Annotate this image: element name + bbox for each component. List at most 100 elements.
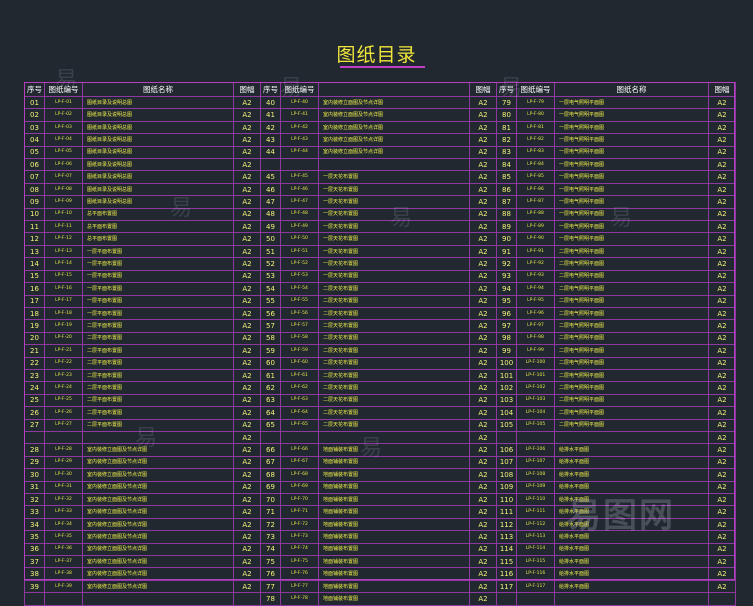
cell-code	[44, 592, 83, 606]
table-row: 16 LP-F-16 一层平面布置图 A2 54 LP-F-54 二层天花布置图 A2 94 LP…	[24, 282, 736, 296]
table-row: 14 LP-F-14 一层平面布置图 A2 52 LP-F-52 一层天花布置图 A2 92 LP…	[24, 257, 736, 271]
cell-size: A2	[708, 418, 736, 432]
cell-no: 96	[496, 306, 517, 321]
cell-no: 110	[496, 492, 517, 507]
cell-code: LP-F-104	[516, 406, 555, 420]
cell-size: A2	[469, 269, 497, 284]
cell-code: LP-F-59	[280, 344, 319, 358]
table-row: 39 LP-F-39 室内装修立面图及节点详图 A2 77 LP-F-77 地面铺装布置图 A…	[24, 579, 736, 594]
table-row: 17 LP-F-17 一层平面布置图 A2 55 LP-F-55 二层天花布置图 A2 95 LP…	[24, 294, 736, 308]
cell-size: A2	[708, 244, 736, 259]
cell-code: LP-F-51	[280, 244, 319, 259]
cell-size: A2	[708, 356, 736, 370]
cell-code	[516, 592, 555, 606]
cell-code: LP-F-24	[44, 381, 83, 395]
cell-no: 15	[24, 269, 45, 284]
cell-name: 地面铺装布置图	[318, 455, 470, 470]
cell-size: A2	[708, 480, 736, 495]
table-row: 28 LP-F-28 室内装修立面图及节点详图 A2 66 LP-F-66 地面铺装布置图 A…	[24, 443, 736, 457]
cell-no: 39	[24, 579, 45, 594]
cell-code: LP-F-40	[280, 95, 319, 110]
cell-code: LP-F-101	[516, 368, 555, 383]
table-row: 33 LP-F-33 室内装修立面图及节点详图 A2 71 LP-F-71 地面铺装布置图 A…	[24, 505, 736, 519]
cell-size: A2	[233, 579, 261, 594]
table-row: 27 LP-F-27 二层平面布置图 A2 65 LP-F-65 二层天花布置图 A2 105 L…	[24, 418, 736, 432]
cell-name: 二层电气照明平面图	[554, 331, 709, 346]
cell-no: 51	[260, 244, 281, 259]
cell-size: A2	[708, 108, 736, 122]
cell-code: LP-F-31	[44, 480, 83, 495]
cell-size: A2	[708, 406, 736, 420]
cell-code: LP-F-56	[280, 306, 319, 321]
cell-no: 59	[260, 344, 281, 358]
cell-no: 66	[260, 443, 281, 457]
cell-size: A2	[708, 492, 736, 507]
cell-no: 23	[24, 368, 45, 383]
cell-no	[24, 592, 45, 606]
cell-no: 106	[496, 443, 517, 457]
cell-no: 68	[260, 468, 281, 482]
cell-size: A2	[469, 108, 497, 122]
cell-code: LP-F-78	[280, 592, 319, 606]
table-frame	[24, 82, 735, 580]
cell-no: 19	[24, 319, 45, 333]
cell-code: LP-F-102	[516, 381, 555, 395]
cell-name: 二层电气照明平面图	[554, 344, 709, 358]
cell-code: LP-F-61	[280, 368, 319, 383]
table-row: 21 LP-F-21 二层平面布置图 A2 59 LP-F-59 二层天花布置图 A2 99 LP…	[24, 344, 736, 358]
cell-size: A2	[708, 393, 736, 408]
cell-name: 二层电气照明平面图	[554, 269, 709, 284]
cell-size: A2	[233, 282, 261, 296]
cell-no: 60	[260, 356, 281, 370]
cell-size: A2	[708, 443, 736, 457]
table-row: 30 LP-F-30 室内装修立面图及节点详图 A2 68 LP-F-68 地面铺装布置图 A…	[24, 468, 736, 482]
cell-size: A2	[708, 306, 736, 321]
cell-size: A2	[708, 455, 736, 470]
cell-size: A2	[708, 344, 736, 358]
table-row: 19 LP-F-19 二层平面布置图 A2 57 LP-F-57 二层天花布置图 A2 97 LP…	[24, 319, 736, 333]
table-row: 09 LP-F-09 图纸目录及说明总图 A2 47 LP-F-47 一层天花布置图 A2 87…	[24, 195, 736, 209]
cell-size: A2	[708, 294, 736, 308]
cell-size: A2	[233, 418, 261, 432]
cell-name: 地面铺装布置图	[318, 468, 470, 482]
cell-name: 二层电气照明平面图	[554, 306, 709, 321]
table-row: 25 LP-F-25 二层平面布置图 A2 63 LP-F-63 二层天花布置图 A2 103 L…	[24, 393, 736, 408]
cell-size: A2	[233, 344, 261, 358]
cell-no: 55	[260, 294, 281, 308]
cell-no	[496, 592, 517, 606]
page-title: 图纸目录	[336, 44, 417, 66]
cell-code: LP-F-105	[516, 418, 555, 432]
cell-size: A2	[469, 257, 497, 271]
cell-size: A2	[469, 480, 497, 495]
cell-no: 02	[24, 108, 45, 122]
table-row: 29 LP-F-29 室内装修立面图及节点详图 A2 67 LP-F-67 地面铺装布置图 A…	[24, 455, 736, 470]
table-row: 35 LP-F-35 室内装修立面图及节点详图 A2 73 LP-F-73 地面铺装布置图 A…	[24, 530, 736, 544]
cell-size: A2	[469, 592, 497, 606]
cell-name: 二层平面布置图	[82, 406, 234, 420]
cell-name: 二层平面布置图	[82, 319, 234, 333]
cell-no: 95	[496, 294, 517, 308]
cell-name: 地面铺装布置图	[318, 579, 470, 594]
table-row: 04 LP-F-04 图纸目录及说明总图 A2 43 LP-F-43 室内装修立面图及节点详…	[24, 133, 736, 147]
cell-no: 31	[24, 480, 45, 495]
cell-code: LP-F-28	[44, 443, 83, 457]
cell-name: 二层天花布置图	[318, 418, 470, 432]
table-row: 03 LP-F-03 图纸目录及说明总图 A2 42 LP-F-42 室内装修立面图及节点详…	[24, 120, 736, 135]
cell-name: 室内装修立面图及节点详图	[82, 579, 234, 594]
cell-code: LP-F-26	[44, 406, 83, 420]
cell-size: A2	[708, 95, 736, 110]
cell-size: A2	[469, 294, 497, 308]
cell-name: 室内装修立面图及节点详图	[82, 480, 234, 495]
cell-size: A2	[708, 430, 736, 445]
cell-size: A2	[469, 393, 497, 408]
table-row: 23 LP-F-23 二层平面布置图 A2 61 LP-F-61 二层天花布置图 A2 101 L…	[24, 368, 736, 383]
cell-no: 117	[496, 579, 517, 594]
cell-name: 二层天花布置图	[318, 356, 470, 370]
cell-size: A2	[233, 492, 261, 507]
cell-code: LP-F-20	[44, 331, 83, 346]
cell-no: 63	[260, 393, 281, 408]
cell-no: 52	[260, 257, 281, 271]
cell-code: LP-F-18	[44, 306, 83, 321]
cell-size: A2	[708, 517, 736, 532]
cell-code: LP-F-41	[280, 108, 319, 122]
